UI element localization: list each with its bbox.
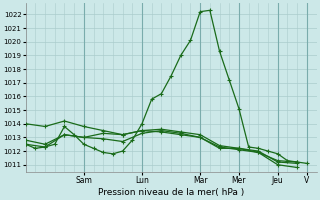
- X-axis label: Pression niveau de la mer( hPa ): Pression niveau de la mer( hPa ): [98, 188, 244, 197]
